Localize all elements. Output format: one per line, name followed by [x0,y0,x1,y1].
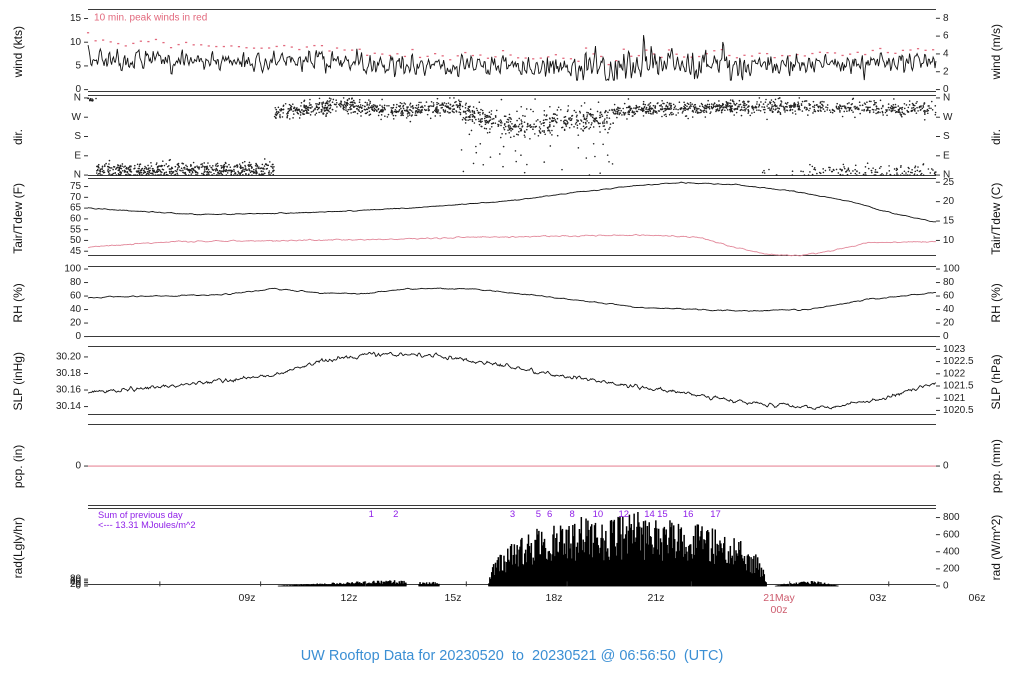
svg-text:W: W [943,111,953,122]
svg-text:N: N [943,92,950,103]
svg-text:8: 8 [943,13,949,24]
svg-text:<--- 13.31 MJoules/m^2: <--- 13.31 MJoules/m^2 [98,520,195,530]
svg-text:1023: 1023 [943,344,966,355]
svg-text:40: 40 [70,304,82,315]
svg-text:5: 5 [536,509,541,520]
svg-text:60: 60 [943,290,955,301]
svg-text:1022.5: 1022.5 [943,356,974,367]
svg-text:200: 200 [943,563,960,574]
svg-text:N: N [74,169,81,180]
svg-text:600: 600 [943,529,960,540]
svg-text:2: 2 [943,66,949,77]
svg-text:0: 0 [75,460,81,471]
svg-text:1: 1 [369,509,374,520]
svg-text:E: E [74,150,81,161]
svg-text:S: S [943,131,950,142]
svg-text:6: 6 [943,31,949,42]
svg-text:5: 5 [75,61,81,72]
svg-text:30.18: 30.18 [56,368,81,379]
svg-text:40: 40 [943,304,955,315]
svg-text:15: 15 [70,13,82,24]
svg-text:50: 50 [70,235,82,246]
svg-text:10: 10 [943,235,955,246]
svg-text:60: 60 [70,213,82,224]
svg-text:45: 45 [70,245,82,256]
svg-text:70: 70 [70,192,82,203]
svg-text:2: 2 [393,509,398,520]
svg-text:25: 25 [943,176,955,187]
svg-text:0: 0 [75,331,81,342]
svg-text:10: 10 [70,37,82,48]
svg-text:100: 100 [64,263,81,274]
svg-text:10 min. peak winds in red: 10 min. peak winds in red [94,12,207,23]
svg-text:20: 20 [943,196,955,207]
svg-text:55: 55 [70,224,82,235]
svg-text:4: 4 [943,49,949,60]
svg-text:14: 14 [644,509,655,520]
svg-text:N: N [74,92,81,103]
svg-text:8: 8 [570,509,575,520]
svg-text:15: 15 [943,215,955,226]
svg-text:800: 800 [943,512,960,523]
svg-text:0: 0 [943,331,949,342]
svg-text:0: 0 [75,580,81,591]
svg-text:30.16: 30.16 [56,384,81,395]
svg-text:0: 0 [943,580,949,591]
svg-text:1020.5: 1020.5 [943,405,974,416]
svg-text:1022: 1022 [943,368,966,379]
svg-text:Sum of previous day: Sum of previous day [98,510,183,520]
svg-text:20: 20 [943,317,955,328]
svg-text:0: 0 [943,460,949,471]
svg-text:W: W [72,111,82,122]
svg-text:16: 16 [683,509,694,520]
svg-text:20: 20 [70,317,82,328]
svg-text:75: 75 [70,181,82,192]
svg-text:S: S [74,131,81,142]
svg-text:17: 17 [710,509,721,520]
svg-text:10: 10 [593,509,604,520]
svg-text:80: 80 [943,277,955,288]
svg-text:100: 100 [943,263,960,274]
svg-text:15: 15 [657,509,668,520]
svg-text:65: 65 [70,202,82,213]
svg-text:12: 12 [618,509,629,520]
svg-text:1021: 1021 [943,393,966,404]
svg-text:3: 3 [510,509,515,520]
svg-text:E: E [943,150,950,161]
svg-text:30.14: 30.14 [56,401,81,412]
svg-text:30.20: 30.20 [56,351,81,362]
svg-text:400: 400 [943,546,960,557]
svg-text:6: 6 [547,509,552,520]
svg-text:80: 80 [70,277,82,288]
svg-text:1021.5: 1021.5 [943,380,974,391]
svg-text:60: 60 [70,290,82,301]
